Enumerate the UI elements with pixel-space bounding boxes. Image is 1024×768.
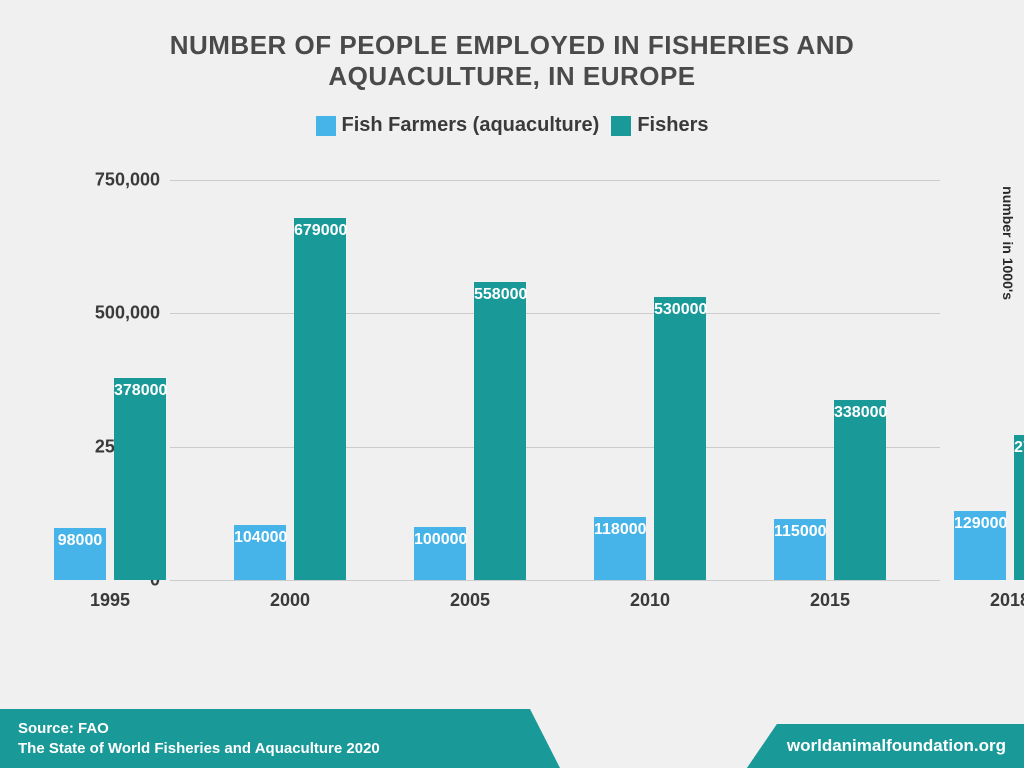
x-tick-label: 1995 [90,590,130,611]
chart: 0250,000500,000750,000980003780001995104… [90,180,940,620]
x-tick-label: 2010 [630,590,670,611]
y-axis-title: number in 1000's [1000,186,1016,300]
bar: 104000 [234,525,286,580]
legend-item: Fishers [611,114,708,137]
bar: 530000 [654,297,706,580]
bar: 338000 [834,400,886,580]
x-tick-label: 2000 [270,590,310,611]
grid-line [170,180,940,181]
bar-value-label: 115000 [774,523,826,541]
bar: 378000 [114,378,166,580]
grid-line [170,580,940,581]
chart-title: NUMBER OF PEOPLE EMPLOYED IN FISHERIES A… [0,0,1024,92]
bar: 100000 [414,527,466,580]
x-tick-label: 2005 [450,590,490,611]
bar-value-label: 338000 [834,404,886,422]
bar-value-label: 378000 [114,382,166,400]
legend: Fish Farmers (aquaculture) Fishers [0,114,1024,137]
grid-line [170,313,940,314]
legend-swatch [611,116,631,136]
legend-swatch [316,116,336,136]
bar-value-label: 679000 [294,222,346,240]
footer-site: worldanimalfoundation.org [747,724,1024,768]
plot-area: 0250,000500,000750,000980003780001995104… [170,180,940,580]
bar-value-label: 98000 [54,532,106,550]
bar-value-label: 100000 [414,531,466,549]
x-tick-label: 2018 [990,590,1024,611]
title-line-2: AQUACULTURE, IN EUROPE [0,61,1024,92]
source-sub: The State of World Fisheries and Aquacul… [18,739,530,759]
y-tick-label: 500,000 [90,303,160,324]
bar-value-label: 104000 [234,529,286,547]
bar: 272000 [1014,435,1024,580]
bar-value-label: 118000 [594,521,646,539]
bar: 98000 [54,528,106,580]
footer-source: Source: FAO The State of World Fisheries… [0,709,560,768]
bar: 679000 [294,218,346,580]
legend-item: Fish Farmers (aquaculture) [316,114,600,137]
bar: 115000 [774,519,826,580]
grid-line [170,447,940,448]
title-line-1: NUMBER OF PEOPLE EMPLOYED IN FISHERIES A… [0,30,1024,61]
source-label: Source: FAO [18,719,530,739]
bar: 558000 [474,282,526,580]
y-tick-label: 750,000 [90,170,160,191]
x-tick-label: 2015 [810,590,850,611]
legend-label: Fishers [637,114,708,137]
bar-value-label: 272000 [1014,439,1024,457]
legend-label: Fish Farmers (aquaculture) [342,114,600,137]
bar-value-label: 129000 [954,515,1006,533]
bar: 118000 [594,517,646,580]
bar-value-label: 558000 [474,286,526,304]
bar-value-label: 530000 [654,301,706,319]
bar: 129000 [954,511,1006,580]
